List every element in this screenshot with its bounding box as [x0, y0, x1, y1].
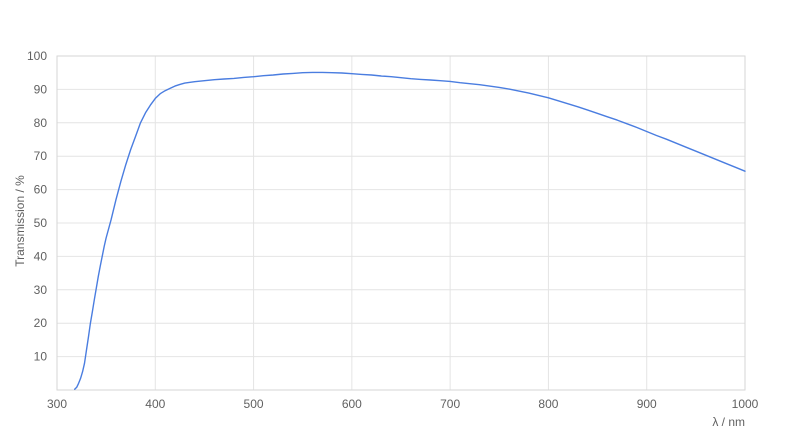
y-tick-label: 20	[34, 316, 48, 330]
y-tick-label: 100	[27, 49, 47, 63]
x-axis-title: λ / nm	[712, 415, 745, 429]
transmission-curve	[73, 71, 746, 390]
y-tick-label: 80	[34, 116, 48, 130]
x-tick-label: 600	[342, 397, 362, 411]
x-tick-label: 1000	[732, 397, 759, 411]
y-tick-label: 10	[34, 350, 48, 364]
y-tick-label: 60	[34, 183, 48, 197]
y-tick-label: 90	[34, 82, 48, 96]
y-tick-label: 40	[34, 249, 48, 263]
x-tick-label: 900	[637, 397, 657, 411]
y-tick-label: 30	[34, 283, 48, 297]
x-tick-label: 500	[244, 397, 264, 411]
x-tick-label: 400	[145, 397, 165, 411]
y-axis-title: Transmission / %	[13, 175, 27, 267]
x-tick-label: 700	[440, 397, 460, 411]
y-tick-label: 70	[34, 149, 48, 163]
plot-border	[56, 55, 746, 391]
x-tick-label: 300	[47, 397, 67, 411]
x-tick-label: 800	[538, 397, 558, 411]
y-tick-label: 50	[34, 216, 48, 230]
